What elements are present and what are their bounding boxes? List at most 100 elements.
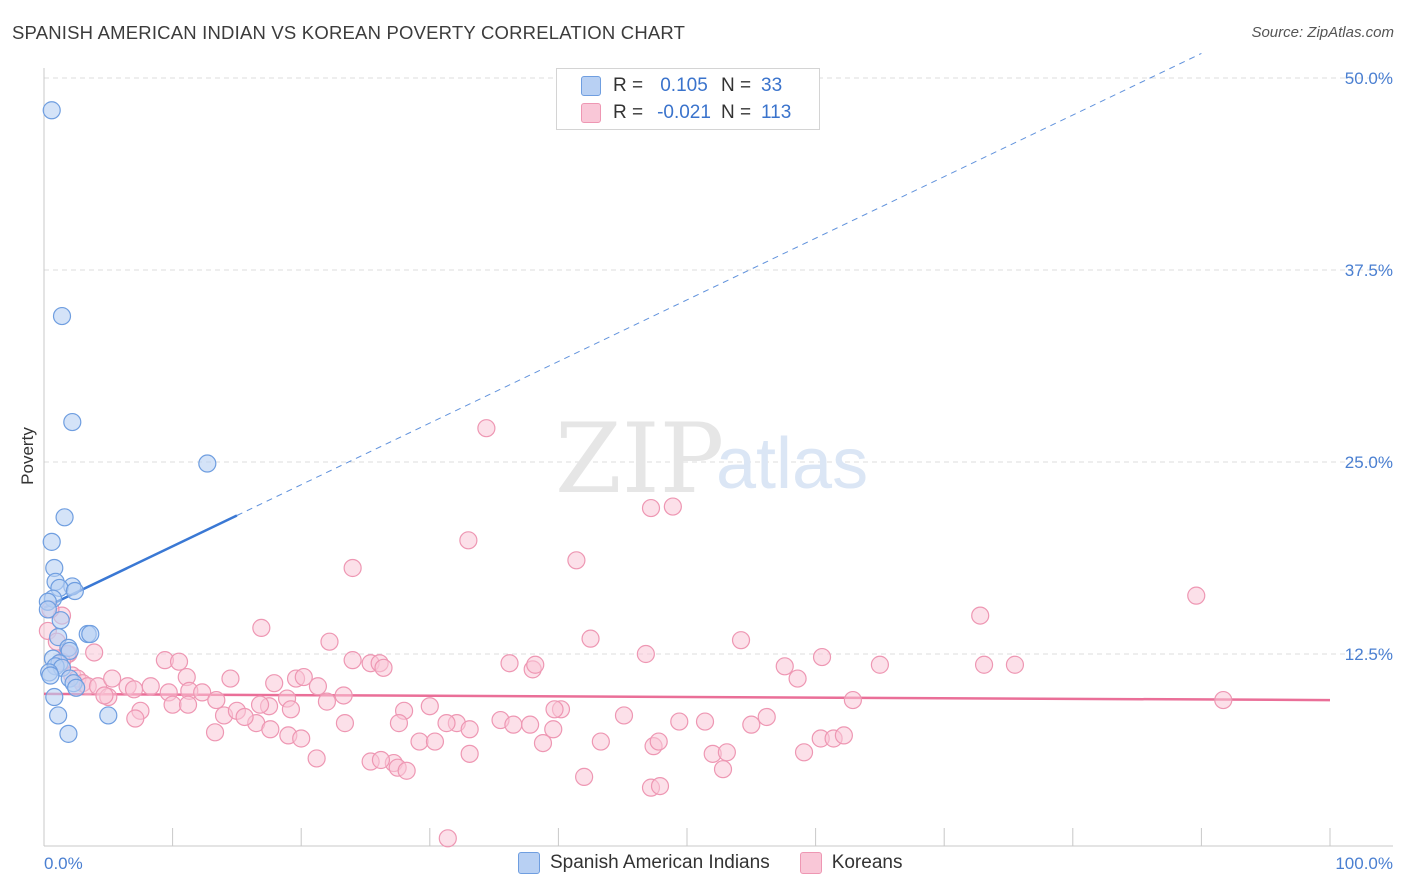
data-point-korean [614,706,634,725]
data-point-korean [650,776,670,796]
data-point-korean [591,732,610,751]
r-value: 0.105 [660,75,708,96]
data-point-korean [281,700,301,719]
legend-item-spanish-american-indians[interactable]: Spanish American Indians [518,852,770,874]
r-label: R = [613,102,644,123]
x-tick-label-max: 100.0% [1335,854,1393,873]
data-point-korean [788,669,807,688]
data-point-spanish-american-indian [63,412,82,432]
data-point-spanish-american-indian [55,508,74,527]
data-point-korean [545,700,564,719]
y-tick-label: 25.0% [1345,453,1393,472]
legend-row-koreans: R = -0.021 N = 113 [581,101,791,125]
legend-label: Spanish American Indians [550,852,770,873]
data-point-korean [521,715,540,734]
data-point-korean [308,677,328,696]
data-point-korean [1187,586,1206,605]
data-point-korean [169,652,189,671]
data-point-spanish-american-indian [38,600,57,619]
data-point-korean [261,720,280,739]
data-point-spanish-american-indian [49,706,68,725]
data-point-korean [193,683,212,702]
data-point-spanish-american-indian [67,678,86,697]
data-point-korean [205,723,225,742]
data-point-spanish-american-indian [51,611,70,630]
data-point-korean [371,750,391,770]
data-point-korean [103,669,122,688]
data-point-korean [178,695,198,714]
data-point-spanish-american-indian [99,706,118,725]
data-point-korean [397,761,416,780]
data-point-korean [1005,655,1025,674]
data-point-korean [317,692,337,711]
y-tick-label: 50.0% [1345,69,1393,88]
gridlines [44,77,1393,655]
data-point-korean [141,677,160,696]
data-point-korean [235,707,254,727]
data-point-korean [124,680,144,699]
data-point-korean [641,498,661,518]
data-point-korean [460,744,479,763]
data-point-korean [410,732,429,751]
data-point-korean [334,686,353,705]
data-point-korean [834,726,853,745]
data-point-korean [320,632,339,651]
watermark-atlas: atlas [716,424,868,504]
data-point-korean [971,606,990,625]
data-points [38,101,1233,848]
data-point-spanish-american-indian [65,581,84,601]
legend-item-koreans[interactable]: Koreans [799,852,902,874]
y-tick-label: 37.5% [1345,261,1393,280]
data-point-korean [420,697,439,716]
data-point-korean [500,654,519,673]
data-point-korean [343,651,362,670]
data-point-korean [695,712,715,731]
trend-line-koreans [43,692,1331,702]
data-point-korean [757,707,776,727]
data-point-spanish-american-indian [45,687,64,707]
data-point-korean [636,644,655,664]
data-point-korean [742,715,761,734]
data-point-spanish-american-indian [198,454,217,473]
source-label: Source: ZipAtlas.com [1251,24,1394,41]
data-point-korean [95,686,114,705]
series-legend: Spanish American Indians Koreans [518,852,932,874]
data-point-korean [526,655,545,674]
data-point-korean [459,531,478,550]
data-point-korean [717,743,736,762]
data-point-korean [575,767,594,786]
data-point-korean [438,829,457,848]
watermark-zip: ZIP [555,403,724,515]
axis-labels: 12.5% 25.0% 37.5% 50.0% 0.0% 100.0% [44,69,1393,873]
data-point-korean [250,695,270,714]
data-point-korean [731,631,751,650]
axes [43,68,1393,847]
legend-row-spanish-american-indians: R = 0.105 N = 33 [581,74,782,98]
data-point-korean [713,760,733,779]
data-point-spanish-american-indian [41,666,60,685]
data-point-spanish-american-indian [60,641,79,661]
data-point-korean [533,733,553,753]
data-point-korean [794,743,814,762]
r-label: R = [613,75,644,96]
data-point-korean [343,558,362,578]
data-point-korean [1214,690,1233,710]
data-point-spanish-american-indian [42,101,61,120]
y-tick-label: 12.5% [1345,645,1393,664]
data-point-korean [292,729,311,748]
data-point-korean [389,714,409,733]
data-point-korean [649,732,668,751]
data-point-korean [775,657,794,676]
data-point-korean [374,658,393,677]
data-point-korean [265,674,284,693]
data-point-korean [126,709,145,728]
trend-lines [43,52,1331,702]
data-point-korean [843,690,862,710]
data-point-spanish-american-indian [81,624,100,644]
data-point-korean [163,695,182,714]
data-point-korean [504,715,523,734]
data-point-korean [335,714,355,733]
pink-swatch [799,852,822,874]
data-point-korean [670,712,689,731]
